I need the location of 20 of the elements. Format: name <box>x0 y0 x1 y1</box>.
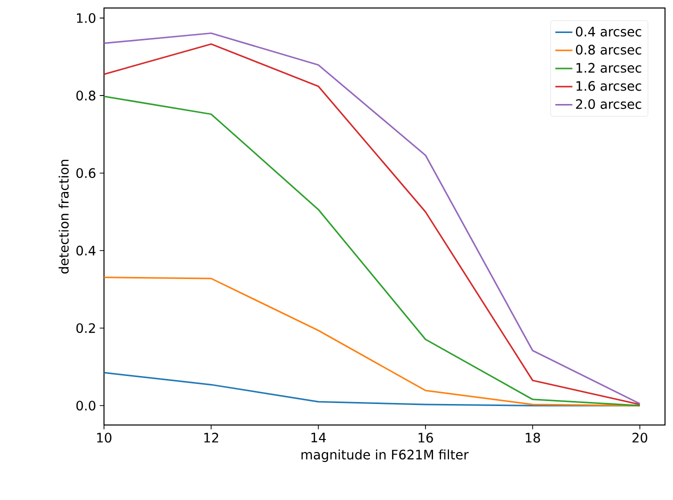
y-axis-title: detection fraction <box>58 160 69 274</box>
y-tick-label: 0.2 <box>76 323 95 334</box>
legend-label: 1.6 arcsec <box>576 81 642 91</box>
legend-label: 1.2 arcsec <box>576 62 642 73</box>
x-axis-title: magnitude in F621M filter <box>302 449 469 462</box>
legend-label: 0.8 arcsec <box>576 44 642 55</box>
x-tick-label: 16 <box>418 432 433 443</box>
y-tick-label: 0.0 <box>76 400 96 411</box>
x-tick-label: 18 <box>526 432 540 443</box>
x-tick-label: 14 <box>311 432 326 442</box>
x-tick-label: 10 <box>97 432 112 443</box>
x-tick-label: 12 <box>204 432 218 442</box>
y-tick-label: 0.8 <box>76 90 96 100</box>
line-series <box>104 276 641 406</box>
x-tick-label: 20 <box>632 432 648 443</box>
y-tick-label: 0.4 <box>76 246 96 256</box>
y-tick-label: 0.6 <box>76 168 96 178</box>
legend-label: 0.4 arcsec <box>576 26 642 37</box>
legend-label: 2.0 arcsec <box>576 99 642 109</box>
y-tick-label: 1.0 <box>76 13 96 23</box>
